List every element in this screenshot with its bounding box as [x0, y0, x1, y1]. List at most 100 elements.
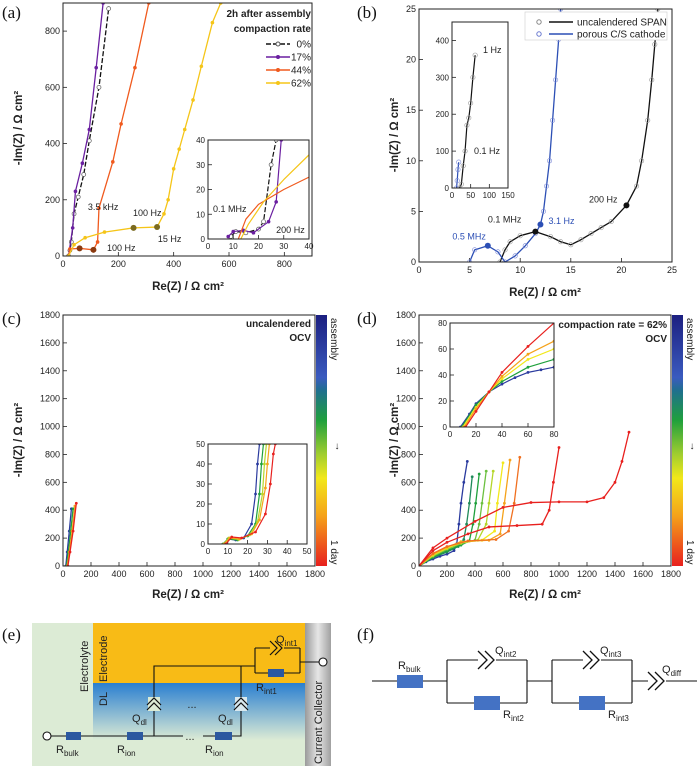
chart-b-xtick-label: 15 [566, 265, 576, 275]
chart-d-data-point [484, 469, 488, 473]
chart-c-xtick-label: 200 [83, 569, 98, 579]
label-r-ion-1: Rion [117, 744, 136, 758]
electrode-label: Electrode [98, 636, 110, 682]
chart-b-inset-data-point [468, 100, 474, 106]
legend-a-marker-1 [276, 55, 280, 59]
chart-a-inset-xtick-label: 20 [254, 242, 263, 251]
chart-d-series-line-t2 [419, 476, 473, 566]
chart-b-series-line-porous-C-S-cathode [469, 9, 562, 262]
chart-b-ytick-label: 25 [406, 4, 416, 14]
chart-d-data-point [498, 532, 502, 536]
colorbar-d-arrow: ↓ [690, 441, 695, 452]
chart-d-inset-series-line-1-day [465, 323, 554, 427]
label-r-bulk: Rbulk [56, 744, 80, 758]
chart-d-data-point [515, 524, 519, 527]
chart-a-data-point [80, 161, 85, 166]
legend-a-subtitle: compaction rate [234, 24, 312, 35]
panel-label-e: (e) [2, 625, 21, 644]
terminal-right [318, 657, 328, 667]
chart-c-series-line-assembly [65, 508, 73, 566]
label-r-ion-2: Rion [205, 744, 224, 758]
panel-label-d: (d) [357, 309, 377, 328]
chart-a-xtick-label: 400 [166, 259, 181, 269]
chart-d-series-line-t8 [419, 457, 521, 566]
chart-d-data-point [484, 522, 488, 526]
chart-d-inset-data-point [513, 376, 517, 379]
legend-b-box [524, 11, 668, 41]
chart-c-series-line-1-day [67, 503, 77, 566]
chart-c: 0 200 400 600 800 1000 1200 1400 1600 18000200400… [13, 310, 325, 601]
chart-d-inset: 0 20 40 60 80 0 20 40 60 80 [438, 319, 559, 439]
chart-a-data-point [73, 189, 78, 194]
chart-a-inset-ytick-label: 0 [201, 235, 206, 244]
chart-c-ytick-label: 1600 [40, 338, 60, 348]
chart-c-xtick-label: 1000 [193, 569, 213, 579]
chart-a-data-point [119, 122, 123, 126]
chart-c-inset-data-point [263, 462, 266, 466]
chart-a-data-point [95, 240, 100, 244]
chart-d-ytick-label: 1600 [396, 338, 416, 348]
chart-a-data-point [94, 65, 98, 70]
chart-d-xtick-label: 1200 [577, 569, 597, 579]
chart-d-data-point [474, 501, 478, 505]
chart-a-inset-frame [207, 139, 310, 240]
chart-d-xtick-label: 0 [416, 569, 421, 579]
chart-d-data-point [547, 508, 551, 512]
chart-a-inset-data-point [261, 219, 266, 225]
chart-d-data-point [487, 525, 491, 529]
chart-d-inset-data-point [500, 371, 504, 374]
chart-c-xtick-label: 400 [111, 569, 126, 579]
chart-a-y-axis-title: -Im(Z) / Ω cm² [13, 91, 25, 166]
chart-a-inset-ytick-label: 40 [196, 136, 205, 145]
chart-c-inset-data-point [266, 462, 269, 466]
chart-d-inset-data-point [474, 410, 478, 413]
chart-d-data-point [540, 522, 544, 526]
chart-a-ytick-label: 400 [45, 139, 60, 149]
label-q-dl-1: Qdl [132, 713, 147, 727]
chart-a-annotation: 3.5 kHz [88, 202, 119, 212]
chart-d-data-point [431, 552, 435, 555]
chart-b-data-point [649, 77, 655, 83]
chart-b-inset-data-point [454, 178, 460, 184]
chart-d-data-point [501, 506, 505, 509]
chart-d-data-point [457, 522, 461, 526]
chart-d-xtick-label: 1400 [605, 569, 625, 579]
legend-a-label-3: 62% [291, 79, 311, 90]
chart-d-xtick-label: 1800 [661, 569, 681, 579]
chart-d-ytick-label: 1200 [396, 394, 416, 404]
note-c-line1: uncalendered [246, 319, 311, 330]
label-r-int2: Rint2 [503, 709, 524, 723]
chart-a-data-point [177, 147, 181, 151]
chart-d-data-point [473, 519, 477, 523]
chart-a-data-point [70, 226, 75, 230]
chart-b-annotation: 3.1 Hz [549, 216, 576, 226]
chart-a-inset-xtick-label: 30 [279, 242, 288, 251]
chart-b-data-point [652, 41, 658, 47]
chart-d-data-point [529, 501, 533, 504]
chart-c-inset-data-point [258, 518, 261, 522]
chart-d-data-point [508, 458, 512, 462]
chart-b-xtick-label: 25 [667, 265, 677, 275]
chart-b-inset-ytick-label: 0 [445, 184, 450, 193]
chart-b-data-point [512, 253, 518, 259]
ellipsis-dl: ... [187, 699, 196, 711]
chart-c-inset-data-point [264, 512, 267, 516]
chart-b-inset-annotation: 0.1 Hz [474, 146, 501, 156]
circuit-e-wires [51, 647, 319, 737]
chart-a-data-point [102, 230, 107, 234]
chart-a-ytick-label: 0 [55, 251, 60, 261]
chart-d-data-point [470, 475, 474, 479]
chart-d-ytick-label: 600 [401, 477, 416, 487]
legend-b-marker-cs [536, 31, 542, 37]
chart-d-data-point [431, 546, 435, 550]
chart-b-data-point [645, 117, 651, 123]
chart-b-data-point [507, 239, 513, 245]
chart-a-inset: 0 10 20 30 40 0 10 20 30 40 0.1 MHz 200 Hz [196, 136, 314, 251]
chart-d-data-point [501, 461, 505, 465]
chart-d-inset-data-point [487, 390, 491, 394]
chart-d-ytick-label: 1400 [396, 366, 416, 376]
chart-b-inset-ytick-label: 400 [436, 36, 450, 45]
chart-c-inset-series-group [221, 444, 277, 544]
chart-c-ytick-label: 1000 [40, 422, 60, 432]
chart-c-series-line-t2 [65, 508, 74, 566]
